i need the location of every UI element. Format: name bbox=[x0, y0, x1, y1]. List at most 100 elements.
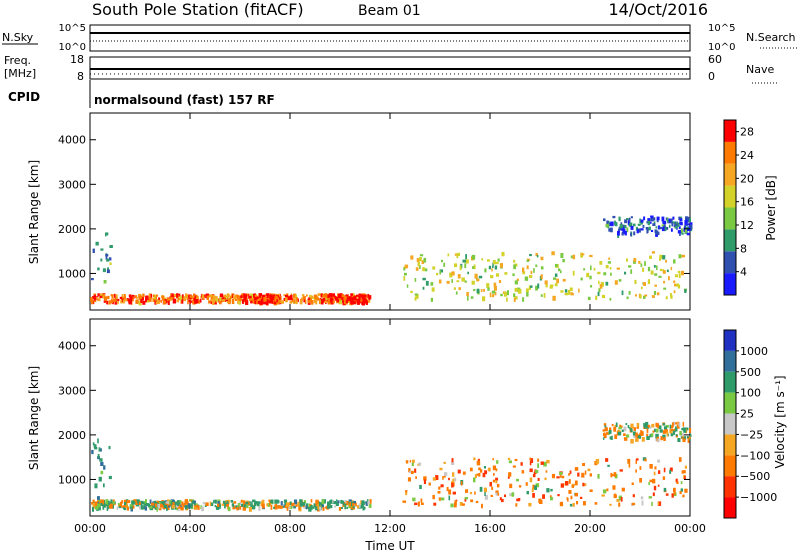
heatmap-cell bbox=[350, 293, 353, 296]
heatmap-cell bbox=[514, 280, 518, 285]
heatmap-cell bbox=[689, 222, 693, 225]
heatmap-cell bbox=[327, 298, 330, 303]
noise-search-label: N.Search bbox=[746, 31, 796, 44]
heatmap-cell bbox=[569, 503, 573, 507]
heatmap-cell bbox=[597, 271, 601, 275]
heatmap-cell bbox=[545, 470, 548, 473]
heatmap-cell bbox=[609, 503, 612, 506]
heatmap-cell bbox=[629, 223, 633, 227]
heatmap-cell bbox=[189, 295, 193, 298]
heatmap-cell bbox=[491, 290, 496, 294]
heatmap-cell bbox=[650, 215, 654, 218]
heatmap-cell bbox=[508, 460, 512, 464]
heatmap-cell bbox=[492, 265, 494, 268]
heatmap-cell bbox=[186, 297, 189, 301]
heatmap-cell bbox=[97, 499, 101, 504]
heatmap-cell bbox=[422, 286, 425, 290]
heatmap-cell bbox=[92, 248, 95, 253]
heatmap-cell bbox=[685, 229, 687, 233]
heatmap-cell bbox=[682, 470, 686, 474]
heatmap-cell bbox=[633, 231, 636, 236]
heatmap-cell bbox=[205, 293, 208, 299]
power-x-axis bbox=[89, 113, 691, 310]
heatmap-cell bbox=[645, 227, 649, 230]
heatmap-cell bbox=[189, 300, 191, 304]
heatmap-cell bbox=[406, 284, 409, 288]
colorbar-tick-label: −100 bbox=[740, 449, 770, 462]
heatmap-cell bbox=[193, 500, 196, 504]
heatmap-cell bbox=[649, 464, 653, 469]
heatmap-cell bbox=[687, 223, 690, 226]
heatmap-cell bbox=[154, 505, 158, 510]
heatmap-cell bbox=[532, 484, 535, 489]
heatmap-cell bbox=[689, 428, 692, 433]
heatmap-cell bbox=[595, 458, 600, 464]
heatmap-cell bbox=[341, 294, 345, 298]
heatmap-cell bbox=[688, 217, 691, 222]
heatmap-cell bbox=[347, 501, 350, 505]
heatmap-cell bbox=[430, 297, 433, 302]
heatmap-cell bbox=[247, 294, 250, 297]
heatmap-cell bbox=[653, 428, 656, 433]
heatmap-cell bbox=[654, 466, 657, 470]
heatmap-cell bbox=[674, 274, 679, 278]
heatmap-cell bbox=[529, 254, 532, 257]
heatmap-cell bbox=[464, 263, 467, 269]
heatmap-cell bbox=[653, 291, 657, 295]
heatmap-cell bbox=[346, 506, 348, 509]
heatmap-cell bbox=[669, 467, 673, 472]
heatmap-cell bbox=[138, 300, 142, 306]
heatmap-cell bbox=[227, 506, 231, 512]
heatmap-cell bbox=[533, 268, 535, 273]
heatmap-cell bbox=[106, 269, 110, 274]
heatmap-cell bbox=[341, 500, 345, 504]
heatmap-cell bbox=[421, 260, 425, 264]
heatmap-cell bbox=[459, 502, 463, 506]
noise-panel: N.Sky 10^5 10^0 10^5 10^0 N.Search bbox=[2, 23, 798, 53]
heatmap-cell bbox=[580, 496, 583, 499]
heatmap-cell bbox=[129, 296, 133, 300]
heatmap-cell bbox=[160, 300, 162, 303]
heatmap-cell bbox=[133, 499, 137, 503]
heatmap-cell bbox=[451, 271, 455, 276]
heatmap-cell bbox=[325, 296, 328, 300]
x-tick-label: 16:00 bbox=[474, 522, 506, 535]
heatmap-cell bbox=[685, 427, 689, 431]
heatmap-cell bbox=[646, 433, 649, 437]
heatmap-cell bbox=[526, 265, 529, 270]
heatmap-cell bbox=[95, 504, 99, 507]
heatmap-cell bbox=[674, 283, 678, 287]
heatmap-cell bbox=[665, 296, 668, 300]
heatmap-cell bbox=[635, 438, 639, 442]
heatmap-cell bbox=[422, 277, 426, 281]
heatmap-cell bbox=[529, 460, 532, 466]
heatmap-cell bbox=[269, 294, 273, 297]
heatmap-cell bbox=[680, 481, 683, 485]
heatmap-cell bbox=[469, 467, 473, 472]
heatmap-cell bbox=[317, 504, 321, 510]
heatmap-cell bbox=[482, 472, 486, 478]
heatmap-cell bbox=[605, 458, 609, 462]
heatmap-cell bbox=[676, 425, 680, 429]
heatmap-cell bbox=[643, 216, 646, 221]
heatmap-cell bbox=[257, 501, 261, 504]
heatmap-cell bbox=[194, 294, 198, 298]
heatmap-cell bbox=[363, 506, 366, 510]
heatmap-cell bbox=[243, 501, 246, 506]
heatmap-cell bbox=[331, 297, 333, 300]
heatmap-cell bbox=[193, 502, 196, 507]
heatmap-cell bbox=[443, 475, 446, 478]
heatmap-cell bbox=[240, 295, 243, 298]
heatmap-cell bbox=[650, 218, 654, 222]
heatmap-cell bbox=[348, 499, 352, 502]
heatmap-cell bbox=[642, 267, 645, 272]
heatmap-cell bbox=[640, 219, 644, 223]
heatmap-cell bbox=[504, 494, 506, 497]
heatmap-cell bbox=[338, 293, 342, 299]
heatmap-cell bbox=[655, 433, 659, 439]
heatmap-cell bbox=[121, 505, 124, 508]
heatmap-cell bbox=[528, 502, 532, 507]
heatmap-cell bbox=[414, 502, 418, 506]
heatmap-cell bbox=[205, 293, 209, 297]
heatmap-cell bbox=[265, 300, 269, 305]
